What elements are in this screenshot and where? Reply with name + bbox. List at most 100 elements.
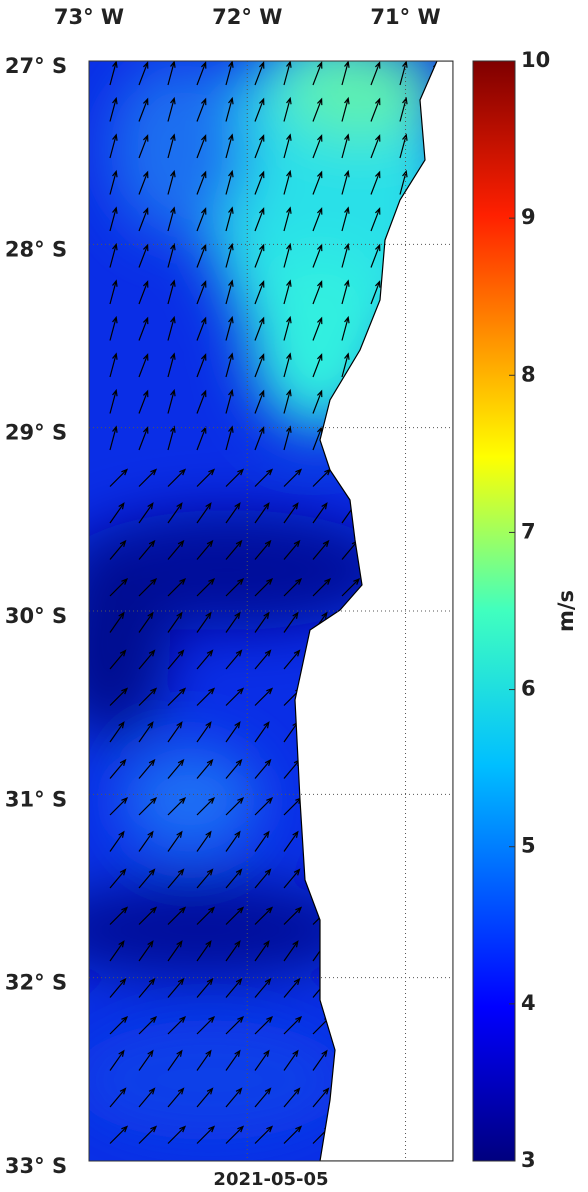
wind-arrow (254, 977, 272, 998)
wind-arrow (283, 830, 299, 852)
wind-arrow (109, 906, 129, 925)
wind-arrow (167, 1087, 185, 1108)
wind-arrow (283, 279, 292, 305)
wind-arrow (312, 577, 332, 597)
wind-arrow (167, 61, 176, 86)
wind-arrow (109, 425, 118, 451)
wind-arrow (254, 97, 265, 122)
wind-arrow (138, 316, 149, 341)
wind-arrow (109, 977, 127, 998)
wind-arrow (254, 830, 270, 852)
wind-arrow (167, 830, 183, 852)
wind-arrow (225, 649, 243, 670)
wind-arrow (225, 577, 245, 597)
wind-arrow (109, 352, 118, 378)
wind-arrow (254, 134, 265, 159)
wind-arrow (283, 906, 303, 925)
lon-tick-label: 73° W (54, 5, 124, 29)
wind-arrow (312, 207, 323, 232)
wind-arrow (138, 61, 149, 86)
wind-arrow (138, 134, 149, 159)
colorbar-tick-label: 10 (521, 48, 550, 72)
wind-arrow (196, 280, 207, 305)
wind-arrow (283, 502, 299, 524)
wind-arrow (167, 649, 185, 670)
wind-arrow (225, 758, 243, 779)
wind-arrow (254, 611, 270, 633)
wind-arrow (138, 721, 154, 743)
wind-arrow (138, 977, 156, 998)
wind-arrow (196, 353, 207, 378)
wind-arrow (370, 97, 381, 122)
wind-arrow (167, 687, 187, 706)
wind-arrow (341, 352, 350, 378)
lat-tick-label: 33° S (5, 1154, 67, 1178)
wind-arrow (109, 96, 118, 122)
wind-arrow (283, 206, 292, 232)
wind-arrow (138, 796, 158, 816)
wind-arrow (312, 539, 330, 560)
wind-arrow (225, 1125, 245, 1144)
wind-arrow (254, 906, 274, 925)
wind-arrow (109, 279, 118, 305)
wind-arrow (167, 315, 176, 341)
lat-tick-label: 31° S (5, 787, 67, 811)
wind-arrow (254, 796, 274, 816)
wind-arrow (109, 830, 125, 852)
wind-arrow (167, 242, 176, 268)
wind-arrow (109, 868, 127, 889)
wind-arrow (225, 169, 234, 195)
wind-arrow (138, 1087, 156, 1108)
wind-arrow (254, 243, 265, 268)
lon-tick-label: 72° W (212, 5, 282, 29)
wind-arrow (138, 1015, 158, 1035)
wind-arrow (254, 1125, 274, 1144)
wind-arrow (138, 280, 149, 305)
wind-arrow (109, 577, 129, 597)
wind-arrow (283, 468, 303, 487)
wind-arrow (312, 502, 328, 524)
wind-arrow (109, 539, 127, 560)
wind-arrow (138, 389, 149, 414)
wind-arrow (225, 388, 234, 414)
wind-arrow (254, 170, 265, 195)
wind-arrow (138, 426, 149, 451)
wind-arrow (138, 170, 149, 195)
wind-arrow (312, 316, 323, 341)
wind-arrow (109, 133, 118, 159)
wind-arrow (167, 502, 183, 524)
wind-arrow (109, 502, 125, 524)
wind-arrow (196, 539, 214, 560)
wind-arrow (370, 170, 381, 195)
wind-arrow (254, 389, 265, 414)
wind-arrow (109, 940, 125, 962)
wind-arrow (109, 649, 127, 670)
wind-arrow (225, 133, 234, 159)
wind-arrow (225, 1087, 243, 1108)
wind-arrow (225, 868, 243, 889)
wind-arrow (225, 279, 234, 305)
wind-arrow (312, 280, 323, 305)
wind-arrow (341, 242, 350, 268)
wind-arrow (283, 1015, 303, 1035)
wind-arrow (167, 388, 176, 414)
wind-arrow (254, 758, 272, 779)
wind-arrow (283, 96, 292, 122)
wind-arrow (254, 207, 265, 232)
wind-arrow (138, 649, 156, 670)
wind-arrow (167, 758, 185, 779)
wind-arrow (109, 721, 125, 743)
wind-arrow (196, 649, 214, 670)
wind-arrow (109, 758, 127, 779)
wind-arrow (167, 1015, 187, 1035)
wind-arrow (312, 1049, 328, 1071)
wind-arrow (254, 502, 270, 524)
wind-arrow (109, 1125, 129, 1144)
wind-arrow (196, 940, 212, 962)
wind-arrow (138, 940, 154, 962)
wind-arrow (341, 315, 350, 341)
wind-arrow (138, 502, 154, 524)
wind-arrow (196, 977, 214, 998)
wind-arrow (370, 134, 381, 159)
date-label: 2021-05-05 (213, 1169, 328, 1188)
